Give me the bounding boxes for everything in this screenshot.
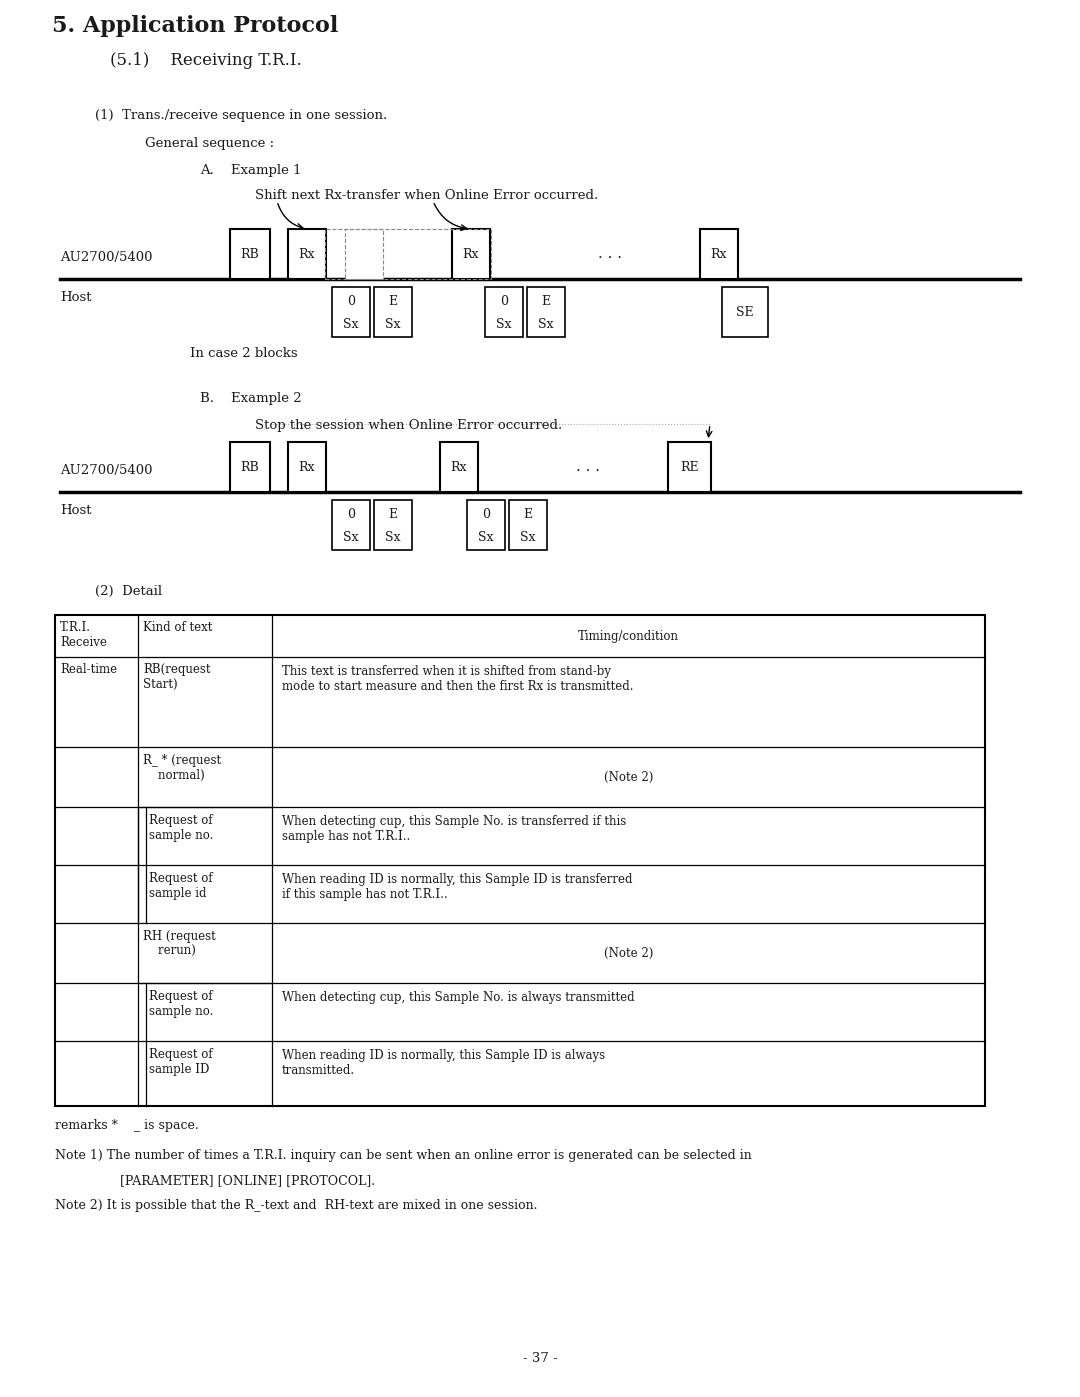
Text: [PARAMETER] [ONLINE] [PROTOCOL].: [PARAMETER] [ONLINE] [PROTOCOL]. <box>120 1173 375 1187</box>
Bar <box>55 615 985 1106</box>
Text: . . .: . . . <box>576 460 600 474</box>
Text: RH (request
    rerun): RH (request rerun) <box>143 930 216 958</box>
Text: Rx: Rx <box>462 247 480 260</box>
Text: (Note 2): (Note 2) <box>604 947 653 960</box>
Text: AU2700/5400: AU2700/5400 <box>60 464 152 476</box>
Bar <box>345 229 383 279</box>
Text: Timing/condition: Timing/condition <box>578 630 679 643</box>
Text: remarks *    _ is space.: remarks * _ is space. <box>55 1119 199 1132</box>
Text: 0: 0 <box>482 507 490 521</box>
Text: Host: Host <box>60 504 92 517</box>
Text: Host: Host <box>60 291 92 305</box>
Bar <box>700 229 738 279</box>
Bar <box>527 286 565 337</box>
Text: RB(request
Start): RB(request Start) <box>143 664 211 692</box>
Text: Request of
sample ID: Request of sample ID <box>149 1048 213 1076</box>
Text: When reading ID is normally, this Sample ID is transferred
if this sample has no: When reading ID is normally, this Sample… <box>282 873 633 901</box>
Bar <box>332 500 370 550</box>
Text: RE: RE <box>680 461 699 474</box>
Text: Sx: Sx <box>343 319 359 331</box>
Text: When detecting cup, this Sample No. is transferred if this
sample has not T.R.I.: When detecting cup, this Sample No. is t… <box>282 814 626 842</box>
Text: This text is transferred when it is shifted from stand-by
mode to start measure : This text is transferred when it is shif… <box>282 665 634 693</box>
Text: 0: 0 <box>347 507 355 521</box>
Text: RB: RB <box>241 247 259 260</box>
Bar <box>467 500 505 550</box>
Bar <box>332 286 370 337</box>
Bar <box>288 229 326 279</box>
Text: Stop the session when Online Error occurred.: Stop the session when Online Error occur… <box>255 419 563 432</box>
Text: (1)  Trans./receive sequence in one session.: (1) Trans./receive sequence in one sessi… <box>95 109 388 122</box>
Text: Rx: Rx <box>711 247 727 260</box>
Text: Kind of text: Kind of text <box>143 622 213 634</box>
Text: When reading ID is normally, this Sample ID is always
transmitted.: When reading ID is normally, this Sample… <box>282 1049 605 1077</box>
Text: In case 2 blocks: In case 2 blocks <box>190 346 298 360</box>
Text: (Note 2): (Note 2) <box>604 771 653 784</box>
Text: Sx: Sx <box>538 319 554 331</box>
Text: . . .: . . . <box>598 247 622 261</box>
Text: Real-time: Real-time <box>60 664 117 676</box>
Bar <box>230 441 270 492</box>
Bar <box>453 229 490 279</box>
Text: Note 1) The number of times a T.R.I. inquiry can be sent when an online error is: Note 1) The number of times a T.R.I. inq… <box>55 1148 752 1162</box>
Text: 0: 0 <box>500 295 508 307</box>
Bar <box>669 441 711 492</box>
Bar <box>440 441 478 492</box>
Bar <box>374 500 411 550</box>
Text: (5.1)    Receiving T.R.I.: (5.1) Receiving T.R.I. <box>110 52 301 68</box>
Bar <box>509 500 546 550</box>
Text: Rx: Rx <box>299 461 315 474</box>
Text: Sx: Sx <box>386 319 401 331</box>
Text: Rx: Rx <box>299 247 315 260</box>
Bar <box>288 441 326 492</box>
Text: Request of
sample no.: Request of sample no. <box>149 814 214 842</box>
Text: Sx: Sx <box>496 319 512 331</box>
Text: E: E <box>524 507 532 521</box>
Text: B.    Example 2: B. Example 2 <box>200 393 301 405</box>
Text: E: E <box>541 295 551 307</box>
Text: E: E <box>389 295 397 307</box>
Bar <box>485 286 523 337</box>
Text: A.    Example 1: A. Example 1 <box>200 163 301 177</box>
Bar <box>325 229 491 279</box>
Text: Sx: Sx <box>386 531 401 543</box>
Text: Sx: Sx <box>343 531 359 543</box>
Text: When detecting cup, this Sample No. is always transmitted: When detecting cup, this Sample No. is a… <box>282 990 635 1004</box>
Text: General sequence :: General sequence : <box>145 137 274 149</box>
Text: Shift next Rx-transfer when Online Error occurred.: Shift next Rx-transfer when Online Error… <box>255 189 598 203</box>
Text: Sx: Sx <box>478 531 494 543</box>
Text: RB: RB <box>241 461 259 474</box>
Bar <box>374 286 411 337</box>
Text: Sx: Sx <box>521 531 536 543</box>
Text: SE: SE <box>737 306 754 319</box>
Text: R_ * (request
    normal): R_ * (request normal) <box>143 754 221 782</box>
Text: Rx: Rx <box>450 461 468 474</box>
Text: Request of
sample no.: Request of sample no. <box>149 990 214 1018</box>
Text: 0: 0 <box>347 295 355 307</box>
Text: Note 2) It is possible that the R_-text and  RH-text are mixed in one session.: Note 2) It is possible that the R_-text … <box>55 1199 538 1213</box>
Bar <box>230 229 270 279</box>
Text: Request of
sample id: Request of sample id <box>149 872 213 900</box>
Text: E: E <box>389 507 397 521</box>
Text: T.R.I.
Receive: T.R.I. Receive <box>60 622 107 650</box>
Bar <box>723 286 768 337</box>
Text: 5. Application Protocol: 5. Application Protocol <box>52 15 338 36</box>
Text: AU2700/5400: AU2700/5400 <box>60 251 152 264</box>
Text: - 37 -: - 37 - <box>523 1352 557 1365</box>
Text: (2)  Detail: (2) Detail <box>95 585 162 598</box>
